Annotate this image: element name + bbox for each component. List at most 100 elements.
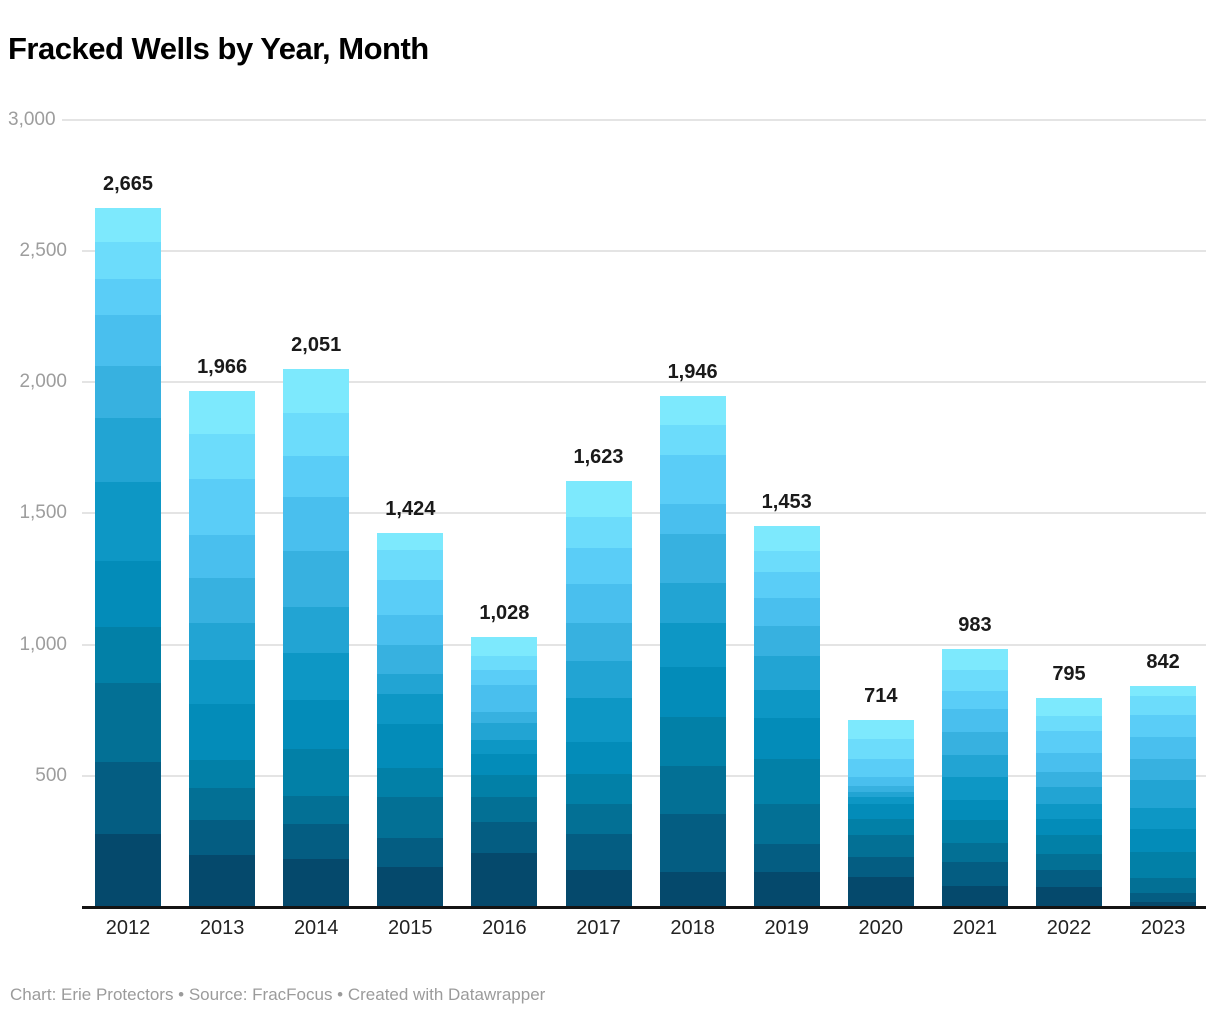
x-axis-tick-label: 2013 xyxy=(199,917,245,939)
bar-segment xyxy=(659,623,726,667)
bar-segment xyxy=(189,760,256,788)
bar-segment xyxy=(847,857,914,877)
bar-segment xyxy=(1036,787,1102,804)
bar-segment xyxy=(189,788,256,820)
gridline xyxy=(62,119,1206,121)
bar-segment xyxy=(1130,893,1197,902)
bar-segment xyxy=(283,369,350,413)
bar-segment xyxy=(565,698,632,742)
bar-segment xyxy=(95,561,161,627)
bar-segment xyxy=(659,455,726,504)
bar-segment xyxy=(659,425,726,455)
bar-segment xyxy=(95,315,161,366)
bar-segment xyxy=(95,762,161,834)
bar-segment xyxy=(471,853,538,907)
bar-segment xyxy=(941,800,1008,820)
bar-segment xyxy=(471,712,538,723)
bar-total-label: 1,946 xyxy=(667,361,718,383)
chart-title: Fracked Wells by Year, Month xyxy=(8,30,429,66)
bar-segment xyxy=(941,732,1008,755)
bar-segment xyxy=(95,418,161,482)
bar-segment xyxy=(847,797,914,804)
bar-segment xyxy=(1036,716,1102,731)
bar-segment xyxy=(189,391,256,434)
bar-segment xyxy=(753,656,820,690)
bar-segment xyxy=(753,526,820,551)
x-axis-tick-label: 2019 xyxy=(764,917,809,939)
gridline xyxy=(82,381,1206,383)
bar-segment xyxy=(941,691,1008,709)
bar-total-label: 983 xyxy=(958,614,992,636)
bar-segment xyxy=(471,754,538,775)
bar-segment xyxy=(565,548,632,584)
bar-segment xyxy=(283,456,350,497)
bar-segment xyxy=(941,709,1008,732)
bar-segment xyxy=(753,844,820,872)
bar-segment xyxy=(471,670,538,685)
bar-total-label: 1,453 xyxy=(761,491,812,513)
x-axis-tick-label: 2022 xyxy=(1046,917,1092,939)
bar-segment xyxy=(753,626,820,656)
bar-segment xyxy=(753,804,820,844)
bar-segment xyxy=(471,740,538,754)
bar-total-label: 714 xyxy=(864,685,898,707)
bar-segment xyxy=(1130,829,1197,852)
bar-total-label: 2,665 xyxy=(102,173,154,195)
bar-segment xyxy=(471,822,538,853)
bar-segment xyxy=(565,804,632,834)
bar-segment xyxy=(847,786,914,792)
gridline xyxy=(82,250,1206,252)
bar-segment xyxy=(283,551,350,607)
bar-segment xyxy=(847,877,914,907)
bar-segment xyxy=(753,690,820,718)
bar-segment xyxy=(941,886,1008,907)
x-axis-tick-label: 2014 xyxy=(293,917,339,939)
bar-segment xyxy=(95,482,161,561)
bar-segment xyxy=(377,694,444,724)
bar-segment xyxy=(565,870,632,907)
bar-segment xyxy=(1130,737,1197,759)
bar-segment xyxy=(659,396,726,425)
bar-total-label: 1,028 xyxy=(479,602,530,624)
bar-segment xyxy=(847,804,914,819)
bar-segment xyxy=(1036,819,1102,835)
bar-segment xyxy=(189,479,256,535)
x-axis-tick-label: 2012 xyxy=(105,917,151,939)
y-axis-tick-label: 500 xyxy=(35,765,67,786)
bar-segment xyxy=(565,584,632,623)
bar-total-label: 795 xyxy=(1052,663,1086,685)
bar-segment xyxy=(659,667,726,717)
bar-segment xyxy=(471,723,538,740)
bar-segment xyxy=(1130,759,1197,780)
bar-total-label: 1,966 xyxy=(197,356,248,378)
bar-segment xyxy=(847,777,914,786)
bar-segment xyxy=(1130,808,1197,829)
bar-segment xyxy=(847,759,914,777)
bar-segment xyxy=(377,615,444,645)
bar-segment xyxy=(377,580,444,615)
bar-segment xyxy=(753,551,820,572)
bar-segment xyxy=(189,855,256,907)
bar-segment xyxy=(377,645,444,674)
chart-footer: Chart: Erie Protectors • Source: FracFoc… xyxy=(10,985,546,1004)
bar-segment xyxy=(659,504,726,534)
bar-segment xyxy=(1130,686,1197,696)
bar-total-label: 842 xyxy=(1146,651,1180,673)
bar-segment xyxy=(1036,835,1102,854)
gridline xyxy=(82,644,1206,646)
bar-segment xyxy=(1036,870,1102,887)
bar-segment xyxy=(377,797,444,838)
bar-segment xyxy=(659,766,726,814)
bar-segment xyxy=(941,649,1008,670)
bar-segment xyxy=(283,497,350,551)
bar-segment xyxy=(847,835,914,857)
bar-segment xyxy=(377,838,444,867)
bar-segment xyxy=(1036,698,1102,716)
bar-segment xyxy=(1130,852,1197,878)
bar-segment xyxy=(189,704,256,760)
bar-segment xyxy=(1130,878,1197,893)
bar-segment xyxy=(753,759,820,804)
bar-segment xyxy=(659,872,726,907)
bar-segment xyxy=(283,796,350,824)
